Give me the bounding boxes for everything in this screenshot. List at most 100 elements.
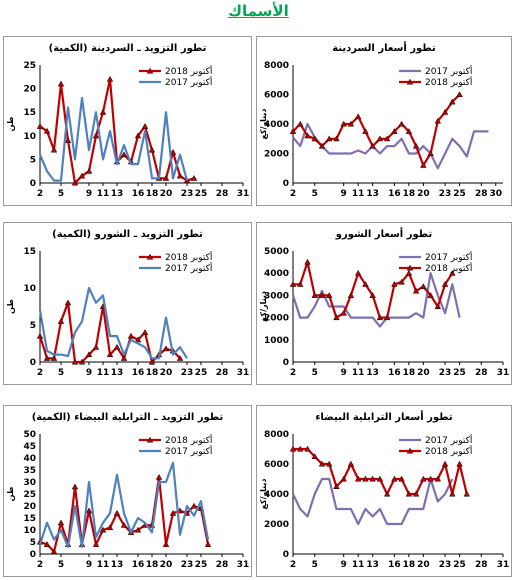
chart-sardinella-supply: تطور التزويد ـ الترابلية البيضاء (الكمية… bbox=[6, 412, 249, 570]
data-point bbox=[412, 287, 420, 294]
x-tick-label: 20 bbox=[160, 189, 173, 199]
data-point bbox=[304, 258, 311, 265]
data-point bbox=[405, 269, 413, 276]
legend-label: أكتوبر 2017 bbox=[425, 65, 472, 77]
y-tick-label: 8000 bbox=[264, 61, 289, 71]
data-point bbox=[113, 509, 121, 516]
data-point bbox=[64, 299, 72, 306]
data-point bbox=[434, 475, 442, 482]
x-tick-label: 30 bbox=[489, 189, 502, 199]
data-point bbox=[162, 541, 170, 547]
data-point bbox=[347, 120, 355, 127]
legend-label: أكتوبر 2017 bbox=[165, 76, 212, 88]
data-point bbox=[36, 123, 44, 129]
data-point bbox=[162, 174, 170, 181]
y-tick-label: 10 bbox=[23, 526, 36, 536]
data-point bbox=[376, 314, 384, 321]
legend-label: أكتوبر 2017 bbox=[425, 251, 472, 263]
data-point bbox=[92, 541, 100, 547]
data-point bbox=[120, 151, 128, 158]
chart-panel-shrimp-supply: تطور التزويد ـ الشورو (الكمية) 0 5 10 15 طن 2 5… bbox=[3, 222, 252, 385]
data-point bbox=[449, 98, 456, 105]
data-point bbox=[362, 475, 369, 482]
y-tick-label: 5 bbox=[30, 321, 36, 331]
chart-title: تطور التزويد ـ الترابلية البيضاء (الكمية… bbox=[32, 412, 224, 423]
y-tick-label: 25 bbox=[23, 61, 36, 71]
y-tick-label: 5 bbox=[30, 538, 36, 548]
x-tick-label: 23 bbox=[439, 368, 452, 378]
y-axis-label: طن bbox=[6, 299, 15, 314]
y-tick-label: 10 bbox=[23, 284, 36, 294]
x-tick-label: 2 bbox=[290, 560, 296, 570]
x-tick-label: 28 bbox=[216, 189, 229, 199]
data-point bbox=[412, 142, 420, 149]
data-point bbox=[141, 329, 149, 335]
y-axis-label: طن bbox=[6, 117, 15, 132]
data-point bbox=[92, 132, 100, 139]
y-tick-label: 0 bbox=[30, 179, 36, 189]
x-tick-label: 9 bbox=[86, 189, 92, 199]
data-point bbox=[369, 292, 376, 298]
y-tick-label: 15 bbox=[23, 247, 36, 257]
x-tick-label: 13 bbox=[366, 189, 379, 199]
data-point bbox=[383, 490, 391, 497]
chart-panel-shrimp-price: تطور أسعار الشورو 0 1000 2000 3000 4000 5000 دي… bbox=[256, 222, 512, 385]
data-point bbox=[391, 280, 398, 287]
x-tick-label: 5 bbox=[312, 368, 318, 378]
y-tick-label: 8000 bbox=[264, 430, 289, 440]
data-point bbox=[148, 146, 156, 153]
x-tick-label: 20 bbox=[160, 560, 173, 570]
series-line-2 bbox=[38, 461, 210, 548]
x-tick-label: 25 bbox=[453, 189, 466, 199]
data-point bbox=[169, 149, 177, 155]
x-tick-label: 13 bbox=[366, 368, 379, 378]
x-tick-label: 28 bbox=[475, 368, 488, 378]
data-point bbox=[420, 161, 427, 168]
legend-label: أكتوبر 2018 bbox=[425, 445, 472, 457]
data-point bbox=[354, 269, 362, 276]
y-axis-label: دينار/كغ bbox=[259, 108, 268, 139]
data-point bbox=[347, 292, 355, 298]
y-axis-label: دينار/كغ bbox=[259, 291, 268, 322]
x-tick-label: 31 bbox=[237, 368, 250, 378]
data-point bbox=[64, 137, 72, 144]
y-tick-label: 6000 bbox=[264, 91, 289, 101]
x-tick-label: 2 bbox=[37, 189, 43, 199]
data-point bbox=[289, 280, 297, 287]
x-tick-label: 25 bbox=[195, 189, 208, 199]
data-point bbox=[57, 317, 65, 324]
y-tick-label: 15 bbox=[23, 108, 36, 118]
y-tick-label: 30 bbox=[23, 478, 36, 488]
x-tick-label: 28 bbox=[216, 560, 229, 570]
x-tick-label: 2 bbox=[290, 189, 296, 199]
y-tick-label: 1000 bbox=[264, 336, 289, 346]
x-tick-label: 16 bbox=[132, 560, 145, 570]
data-point bbox=[463, 490, 471, 497]
data-point bbox=[340, 309, 347, 316]
x-tick-label: 25 bbox=[453, 560, 466, 570]
data-point bbox=[362, 128, 369, 134]
data-point bbox=[190, 174, 198, 181]
data-point bbox=[391, 128, 398, 134]
y-tick-label: 2000 bbox=[264, 150, 289, 160]
x-tick-label: 9 bbox=[86, 560, 92, 570]
data-point bbox=[99, 526, 107, 533]
legend-marker bbox=[146, 253, 154, 260]
data-point bbox=[85, 507, 93, 514]
data-point bbox=[441, 280, 449, 287]
x-tick-label: 18 bbox=[403, 189, 416, 199]
x-tick-label: 28 bbox=[475, 189, 488, 199]
data-point bbox=[85, 351, 93, 358]
x-tick-label: 5 bbox=[312, 189, 318, 199]
x-tick-label: 18 bbox=[146, 189, 159, 199]
data-point bbox=[391, 475, 398, 482]
data-point bbox=[398, 120, 405, 127]
legend-label: أكتوبر 2018 bbox=[165, 65, 212, 77]
legend-marker bbox=[406, 264, 414, 271]
data-point bbox=[325, 135, 333, 142]
data-point bbox=[120, 354, 128, 361]
y-tick-label: 25 bbox=[23, 490, 36, 500]
x-tick-label: 16 bbox=[388, 560, 401, 570]
data-point bbox=[71, 179, 79, 186]
chart-title: تطور التزويد ـ السردينة (الكمية) bbox=[49, 43, 207, 54]
